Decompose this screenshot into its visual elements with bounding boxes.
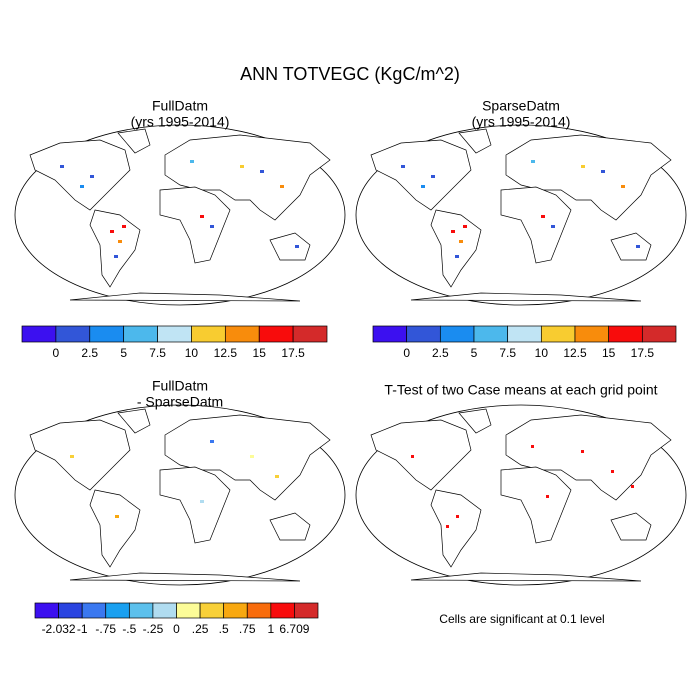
colorbar-label: 2.5 [81,346,98,360]
colorbar-label: 5 [120,346,127,360]
colorbar-label: 17.5 [631,346,655,360]
colorbar-label: -.5 [122,622,136,636]
colorbar-label: 5 [471,346,478,360]
colorbar-label: -2.032 [42,622,76,636]
panel-title: FullDatm [152,378,208,394]
map [14,404,346,586]
colorbar-box [473,325,509,343]
colorbar-box [574,325,610,343]
colorbar-box [292,325,328,343]
map [355,404,687,586]
colorbar-box [372,325,408,343]
colorbar-box [258,325,294,343]
colorbar-box [157,325,192,343]
panel-subtitle: (yrs 1995-2014) [472,114,571,130]
colorbar-box [176,602,201,619]
colorbar-box [191,325,226,343]
colorbar-label: 7.5 [149,346,166,360]
colorbar-label: 12.5 [214,346,238,360]
colorbar-label: 0 [53,346,60,360]
colorbar-box [105,602,130,619]
panel-title: SparseDatm [482,98,560,114]
colorbar-label: 10 [535,346,549,360]
colorbar-label: -.75 [95,622,116,636]
colorbar-box [223,602,248,619]
colorbar-label: 10 [185,346,199,360]
colorbar-box [294,602,319,619]
colorbar-label: 0 [403,346,410,360]
colorbar-label: 0 [173,622,180,636]
colorbar-label: 2.5 [432,346,449,360]
colorbar-box [81,602,107,619]
panel-title: T-Test of two Case means at each grid po… [384,382,657,398]
note: Cells are significant at 0.1 level [439,612,604,626]
colorbar-label: .75 [239,622,256,636]
colorbar-label: 6.709 [279,622,309,636]
colorbar-label: -.25 [143,622,164,636]
colorbar-label: 17.5 [281,346,305,360]
colorbar-label: 1 [267,622,274,636]
colorbar-box [224,325,260,343]
colorbar-box [89,325,125,343]
figure-title: ANN TOTVEGC (KgC/m^2) [240,64,460,84]
colorbar-label: 15 [253,346,267,360]
colorbar-box [123,325,158,343]
colorbar-box [152,602,177,619]
colorbar-label: .5 [219,622,229,636]
colorbar-box [58,602,83,619]
colorbar-label: 15 [602,346,616,360]
map [14,124,346,306]
colorbar-label: .25 [192,622,209,636]
colorbar-box [641,325,677,343]
colorbar-box [199,602,225,619]
map [355,124,687,306]
colorbar-label: 12.5 [563,346,587,360]
colorbar-box [128,602,154,619]
panel-title: FullDatm [152,98,208,114]
colorbar-box [34,602,59,619]
panel-subtitle: (yrs 1995-2014) [131,114,230,130]
colorbar-box [439,325,475,343]
colorbar-box [608,325,643,343]
colorbar-box [270,602,295,619]
colorbar-box [21,325,57,343]
colorbar-box [246,602,272,619]
colorbar-box [406,325,441,343]
panel-subtitle: - SparseDatm [137,394,223,410]
colorbar-box [55,325,91,343]
colorbar-box [507,325,542,343]
colorbar-label: -1 [77,622,88,636]
colorbar-box [540,325,576,343]
colorbar-label: 7.5 [499,346,516,360]
